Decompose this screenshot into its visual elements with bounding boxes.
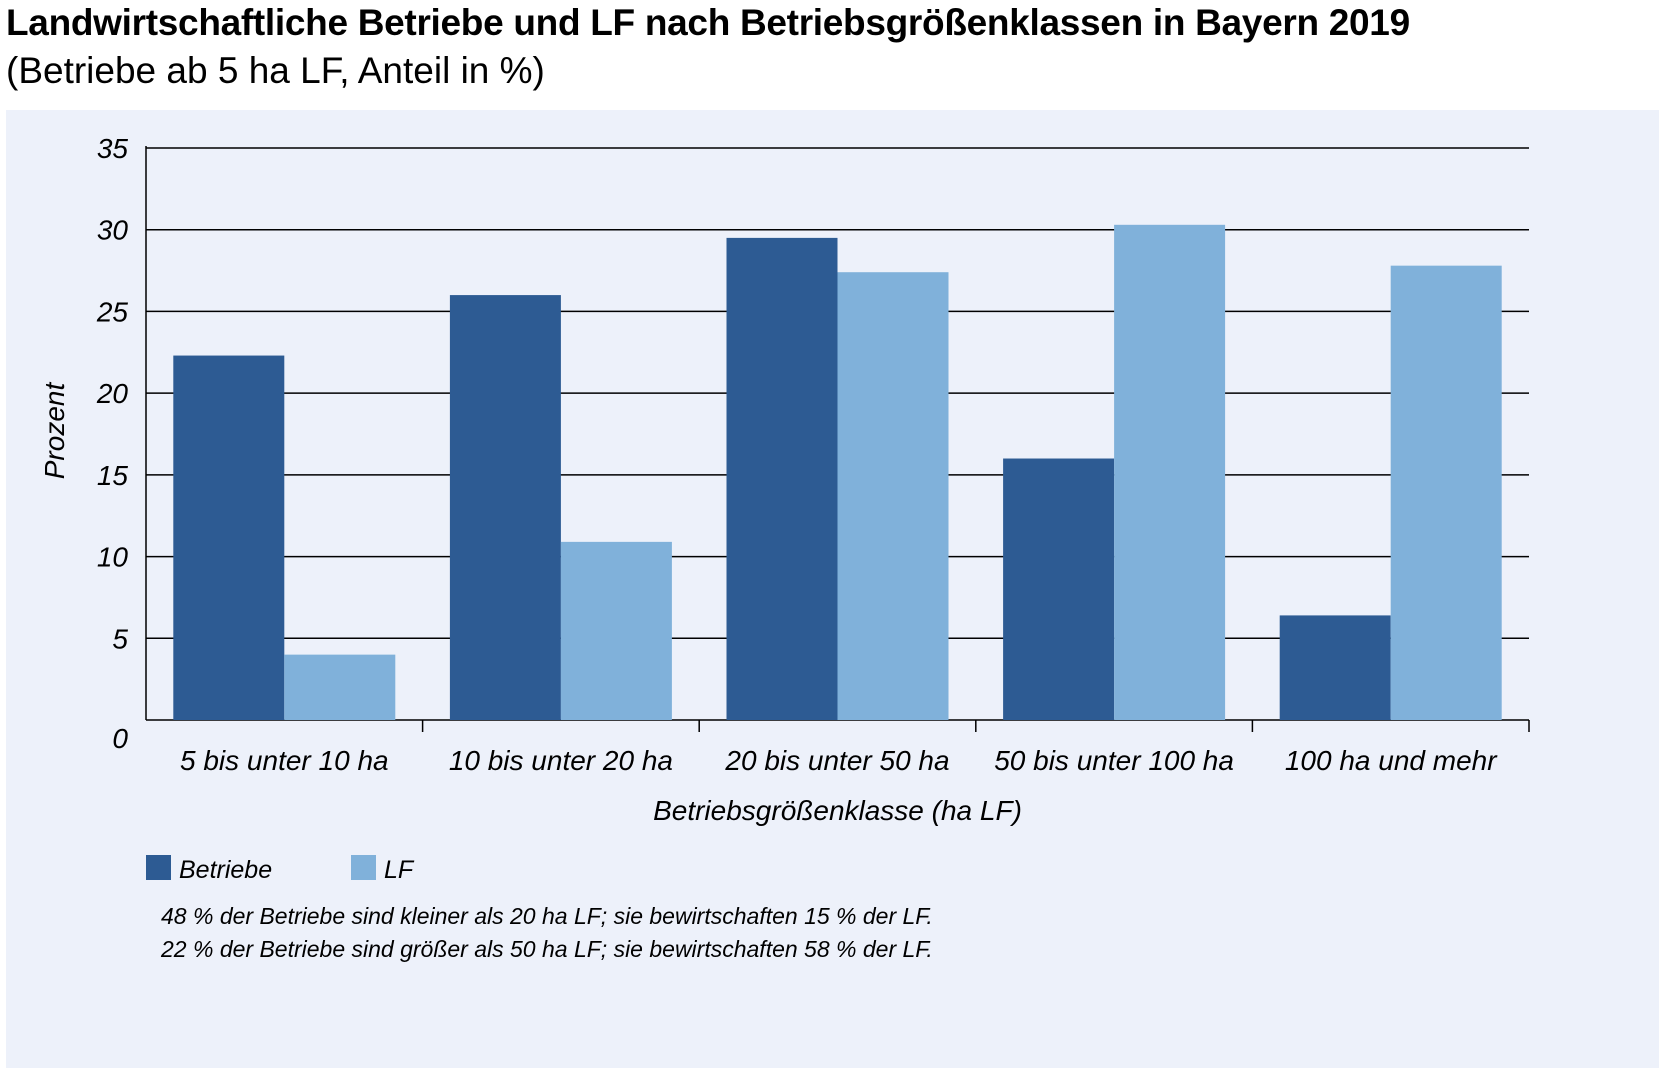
bar-lf-1 bbox=[284, 654, 396, 720]
legend-swatch-betriebe bbox=[146, 855, 171, 880]
y-tick-label-30: 30 bbox=[97, 215, 129, 246]
chart-title: Landwirtschaftliche Betriebe und LF nach… bbox=[6, 2, 1410, 43]
bar-lf-3 bbox=[837, 272, 949, 720]
y-tick-label-5: 5 bbox=[112, 623, 128, 654]
y-tick-label-10: 10 bbox=[97, 542, 129, 573]
legend-label-betriebe: Betriebe bbox=[179, 856, 272, 884]
y-tick-label-35: 35 bbox=[97, 133, 129, 164]
x-axis-label: Betriebsgrößenklasse (ha LF) bbox=[653, 795, 1022, 826]
bar-betriebe-3 bbox=[726, 237, 838, 720]
note-line-1: 48 % der Betriebe sind kleiner als 20 ha… bbox=[161, 903, 933, 929]
x-tick-label-1: 5 bis unter 10 ha bbox=[180, 745, 389, 776]
bar-lf-4 bbox=[1114, 224, 1226, 720]
bar-betriebe-2 bbox=[449, 295, 561, 720]
y-tick-label-25: 25 bbox=[96, 296, 129, 327]
note-line-2: 22 % der Betriebe sind größer als 50 ha … bbox=[161, 936, 933, 962]
x-tick-label-4: 50 bis unter 100 ha bbox=[994, 745, 1234, 776]
x-tick-label-5: 100 ha und mehr bbox=[1285, 745, 1498, 776]
bar-lf-2 bbox=[560, 541, 672, 720]
bar-betriebe-5 bbox=[1279, 615, 1391, 720]
legend-label-lf: LF bbox=[384, 856, 415, 884]
x-tick-label-2: 10 bis unter 20 ha bbox=[449, 745, 673, 776]
x-tick-label-3: 20 bis unter 50 ha bbox=[724, 745, 949, 776]
y-tick-label-15: 15 bbox=[97, 460, 129, 491]
y-axis-label: Prozent bbox=[39, 382, 70, 480]
bar-betriebe-4 bbox=[1003, 458, 1115, 720]
legend-swatch-lf bbox=[351, 855, 376, 880]
chart-subtitle: (Betriebe ab 5 ha LF, Anteil in %) bbox=[6, 50, 545, 91]
bar-chart: 0 5 10 15 20 25 30 35 5 bis unter 10 ha 10 bis un… bbox=[39, 133, 1530, 884]
bar-betriebe-1 bbox=[173, 355, 285, 720]
bar-lf-5 bbox=[1390, 265, 1502, 720]
y-tick-label-20: 20 bbox=[96, 378, 129, 409]
chart-panel: 0 5 10 15 20 25 30 35 5 bis unter 10 ha 10 bis un… bbox=[6, 110, 1659, 1068]
y-tick-label-0: 0 bbox=[112, 723, 128, 754]
